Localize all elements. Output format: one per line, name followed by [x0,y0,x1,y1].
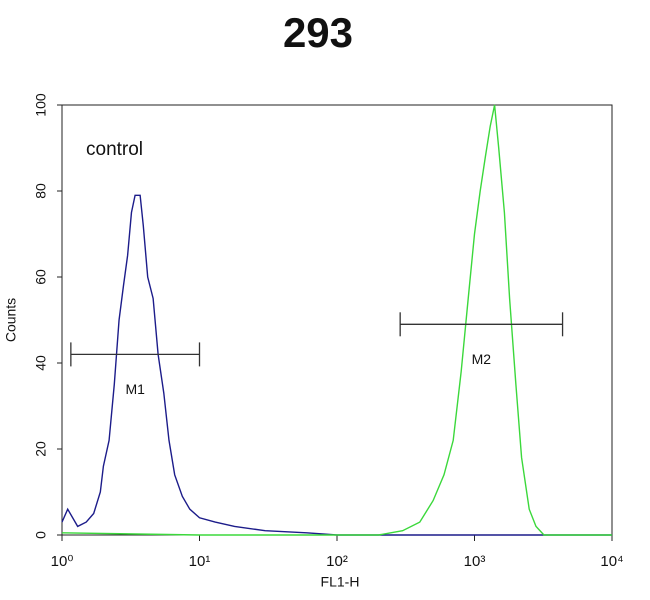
histogram-line [61,194,612,536]
y-tick-label: 20 [33,441,49,457]
x-tick-label: 10⁴ [600,553,623,570]
x-axis-label: FL1-H [321,574,360,590]
y-tick-label: 0 [33,531,49,539]
y-tick-label: 60 [33,269,49,285]
y-tick-label: 40 [33,355,49,371]
marker-label: M2 [472,351,492,367]
y-axis-label: Counts [3,298,19,342]
plot-frame [61,104,613,536]
marker-label: M1 [125,381,145,397]
x-tick-label: 10⁰ [51,553,74,570]
x-tick-label: 10³ [464,553,486,570]
chart-title: 293 [283,9,353,56]
annotation: control [86,139,143,160]
y-tick-label: 80 [33,183,49,199]
x-tick-label: 10¹ [189,553,211,570]
x-tick-label: 10² [326,553,348,570]
y-tick-label: 100 [33,93,49,117]
histogram-line [61,104,612,536]
